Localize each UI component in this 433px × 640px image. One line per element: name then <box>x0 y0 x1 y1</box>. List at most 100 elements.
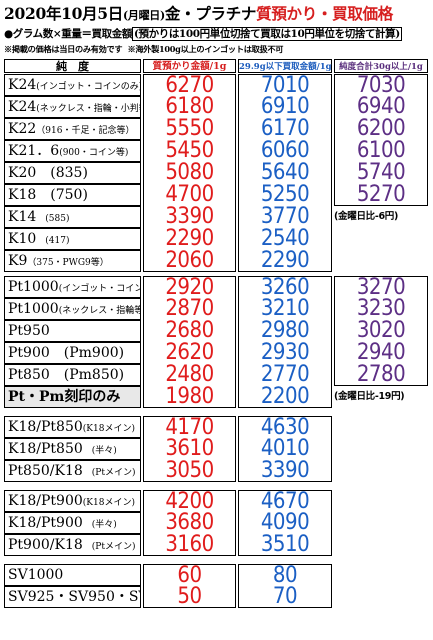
purity-main: K18/Pt900 <box>8 515 83 531</box>
pawn-price: 2680 <box>143 320 236 342</box>
buy-price: 4010 <box>238 438 332 460</box>
pawn-price: 6270 <box>143 74 236 97</box>
buy-price: 80 <box>238 564 332 587</box>
formula-text: ●グラム数×重量＝買取金額 <box>4 28 132 40</box>
table-row: K21．6(900・コイン等) 5450 6060 6100 <box>4 140 428 162</box>
purity-main: Pt900 (Pm900) <box>8 345 125 361</box>
table-row: K18 (750) 4700 5250 5270 <box>4 184 428 206</box>
purity-label: Pt850 (Pm850) <box>4 364 141 386</box>
purity-main: Pt・Pm刻印のみ <box>8 389 121 405</box>
pawn-price: 4200 <box>143 490 236 513</box>
table-row: SV1000 60 80 <box>4 564 428 587</box>
purity-sub: （375・PWG9等） <box>27 258 109 268</box>
valid-text: ※掲載の価格は当日のみ有効です <box>4 44 123 54</box>
bulk-price: 5740 <box>334 162 428 184</box>
buy-price: 2980 <box>238 320 332 342</box>
purity-main: Pt850 (Pm850) <box>8 367 125 383</box>
buy-price: 4670 <box>238 490 332 513</box>
buy-price: 2290 <box>238 250 332 272</box>
pawn-price: 3160 <box>143 534 236 556</box>
buy-price: 2200 <box>238 386 332 408</box>
purity-label: K10 (417) <box>4 228 141 250</box>
purity-sub: (417) <box>36 236 70 246</box>
purity-main: K24 <box>8 77 37 93</box>
table-row: K9（375・PWG9等） 2060 2290 <box>4 250 428 272</box>
price-diff-note: (金曜日比-6円) <box>334 211 399 222</box>
buy-price: 3770 <box>238 206 332 228</box>
table-row: Pt900/K18 (Ptメイン) 3160 3510 <box>4 534 428 556</box>
purity-sub: （916・千足・記念等） <box>36 126 135 136</box>
purity-label: Pt1000(ネックレス・指輪等) <box>4 298 141 320</box>
purity-label: K18/Pt900 (半々) <box>4 512 141 534</box>
bulk-price: 2780 <box>334 364 428 386</box>
table-row: K22（916・千足・記念等） 5550 6170 6200 <box>4 118 428 140</box>
buy-price: 70 <box>238 586 332 608</box>
purity-label: K9（375・PWG9等） <box>4 250 141 272</box>
bulk-price: 3270 <box>334 276 428 299</box>
date-text: 2020年10月5日 <box>4 4 123 23</box>
weekday-text: (月曜日) <box>123 9 165 22</box>
pawn-price: 2290 <box>143 228 236 250</box>
purity-label: K18/Pt850(K18メイン) <box>4 416 141 438</box>
purity-main: Pt1000 <box>8 301 59 317</box>
purity-main: K18 (750) <box>8 187 88 203</box>
title-red-text: 質預かり・買取価格 <box>256 4 393 23</box>
purity-label: K14 (585) <box>4 206 141 228</box>
bulk-price: 5270 <box>334 184 428 206</box>
table-row: K18/Pt850 (半々) 3610 4010 <box>4 438 428 460</box>
table-row: K18/Pt850(K18メイン) 4170 4630 <box>4 416 428 439</box>
purity-sub: (半々) <box>82 446 117 456</box>
buy-price: 3210 <box>238 298 332 320</box>
purity-main: K14 <box>8 209 37 225</box>
buy-price: 4630 <box>238 416 332 439</box>
overseas-text: ※海外製100g以上のインゴットは取扱不可 <box>127 44 284 54</box>
buy-price: 3510 <box>238 534 332 556</box>
table-row: Pt850 (Pm850) 2480 2770 2780 <box>4 364 428 386</box>
pawn-price: 4700 <box>143 184 236 206</box>
table-row: K10 (417) 2290 2540 <box>4 228 428 250</box>
pawn-price: 3390 <box>143 206 236 228</box>
buy-price: 2770 <box>238 364 332 386</box>
purity-sub: (インゴット・コインのみ) <box>58 284 140 294</box>
purity-main: K18/Pt850 <box>8 419 83 435</box>
purity-label: Pt・Pm刻印のみ <box>4 386 141 408</box>
purity-sub: (ネックレス・指輪・小判等) <box>36 104 141 114</box>
table-row: Pt1000(ネックレス・指輪等) 2870 3210 3230 <box>4 298 428 320</box>
purity-label: K24(インゴット・コインのみ) <box>4 74 141 96</box>
buy-price: 5640 <box>238 162 332 184</box>
purity-label: K24(ネックレス・指輪・小判等) <box>4 96 141 118</box>
bulk-price: 3020 <box>334 320 428 342</box>
bulk-price: 6940 <box>334 96 428 118</box>
purity-label: K22（916・千足・記念等） <box>4 118 141 140</box>
table-row: SV925・SV950・SV刻印5070 <box>4 586 428 608</box>
table-row: Pt950 2680 2980 3020 <box>4 320 428 342</box>
pawn-price: 2620 <box>143 342 236 364</box>
bulk-price: 6200 <box>334 118 428 140</box>
buy-price: 3260 <box>238 276 332 299</box>
purity-label: Pt900/K18 (Ptメイン) <box>4 534 141 556</box>
bulk-price: 7030 <box>334 74 428 97</box>
purity-sub: (Ptメイン) <box>82 542 136 552</box>
table-row: K20 (835) 5080 5640 5740 <box>4 162 428 184</box>
purity-label: SV1000 <box>4 564 141 586</box>
purity-label: K18 (750) <box>4 184 141 206</box>
table-row: K18/Pt900(K18メイン) 4200 4670 <box>4 490 428 513</box>
buy-price: 3390 <box>238 460 332 482</box>
buy-price: 6170 <box>238 118 332 140</box>
purity-sub: (585) <box>36 214 70 224</box>
purity-sub: (K18メイン) <box>82 424 135 434</box>
purity-label: Pt850/K18 (Ptメイン) <box>4 460 141 482</box>
pawn-price: 5080 <box>143 162 236 184</box>
purity-sub: (Ptメイン) <box>82 468 136 478</box>
purity-label: K21．6(900・コイン等) <box>4 140 141 162</box>
pawn-price: 2920 <box>143 276 236 299</box>
purity-sub: (900・コイン等) <box>59 148 129 158</box>
bulk-price: 6100 <box>334 140 428 162</box>
bulk-price: 3230 <box>334 298 428 320</box>
pawn-price: 50 <box>143 586 236 608</box>
table-row: Pt・Pm刻印のみ 1980 2200 (金曜日比-19円) <box>4 386 428 408</box>
table-row: K24(ネックレス・指輪・小判等) 6180 6910 6940 <box>4 96 428 118</box>
buy-price: 2930 <box>238 342 332 364</box>
metal-text: 金・プラチナ <box>164 4 257 23</box>
header-buy-under: 29.9g以下買取金額/1g <box>238 59 332 73</box>
